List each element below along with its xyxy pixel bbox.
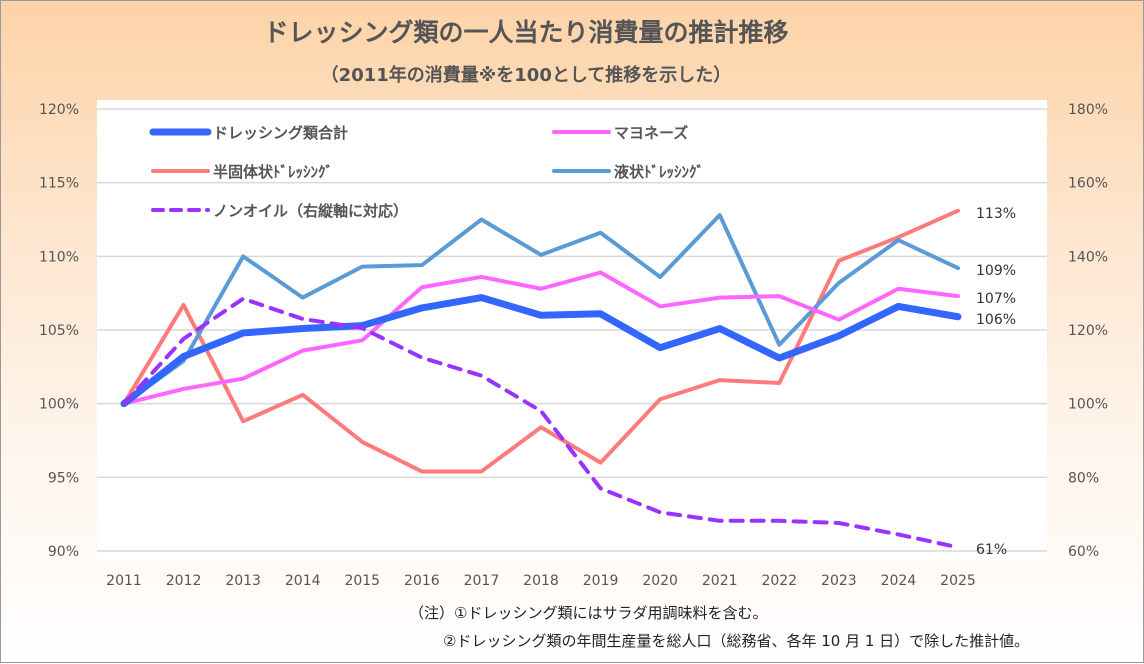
left-axis-tick: 110% (39, 249, 79, 265)
x-axis-tick: 2018 (523, 573, 559, 589)
legend-label: マヨネーズ (614, 124, 688, 142)
x-axis-tick: 2024 (881, 573, 917, 589)
x-axis-tick: 2022 (761, 573, 797, 589)
left-axis-tick: 95% (48, 470, 79, 486)
x-axis-tick: 2019 (583, 573, 619, 589)
x-axis-tick: 2011 (106, 573, 142, 589)
right-axis-tick: 80% (1068, 470, 1099, 486)
end-value-label: 61% (976, 542, 1007, 558)
x-axis-tick: 2016 (404, 573, 440, 589)
x-axis-tick: 2013 (225, 573, 261, 589)
right-axis-tick: 60% (1068, 544, 1099, 560)
end-value-label: 107% (976, 291, 1016, 307)
end-value-label: 113% (976, 206, 1016, 222)
legend-label: ドレッシング類合計 (213, 124, 348, 142)
x-axis-tick: 2015 (344, 573, 380, 589)
x-axis-tick: 2020 (642, 573, 678, 589)
end-value-label: 106% (976, 312, 1016, 328)
left-axis-tick: 90% (48, 544, 79, 560)
end-value-label: 109% (976, 263, 1016, 279)
left-axis-tick: 100% (39, 397, 79, 413)
chart-subtitle: （2011年の消費量※を100として推移を示した） (1, 61, 1051, 87)
x-axis-tick: 2012 (166, 573, 202, 589)
right-axis-tick: 100% (1068, 397, 1108, 413)
left-axis-tick: 120% (39, 102, 79, 118)
right-axis-tick: 160% (1068, 176, 1108, 192)
legend-label: ノンオイル（右縦軸に対応） (213, 202, 408, 220)
left-axis-tick: 105% (39, 323, 79, 339)
chart-title: ドレッシング類の一人当たり消費量の推計推移 (1, 13, 1051, 49)
right-axis-tick: 140% (1068, 249, 1108, 265)
x-axis-tick: 2021 (702, 573, 738, 589)
x-axis-tick: 2023 (821, 573, 857, 589)
right-axis-tick: 180% (1068, 102, 1108, 118)
right-axis-tick: 120% (1068, 323, 1108, 339)
x-axis-tick: 2017 (464, 573, 500, 589)
footnote-1: （注）①ドレッシング類にはサラダ用調味料を含む。 (409, 602, 767, 623)
left-axis-tick: 115% (39, 176, 79, 192)
legend-label: 半固体状ﾄﾞﾚｯｼﾝｸﾞ (213, 163, 333, 181)
footnote-2: ②ドレッシング類の年間生産量を総人口（総務省、各年 10 月 1 日）で除した推… (443, 630, 1029, 651)
legend-label: 液状ﾄﾞﾚｯｼﾝｸﾞ (614, 163, 704, 181)
x-axis-tick: 2014 (285, 573, 321, 589)
x-axis-tick: 2025 (940, 573, 976, 589)
